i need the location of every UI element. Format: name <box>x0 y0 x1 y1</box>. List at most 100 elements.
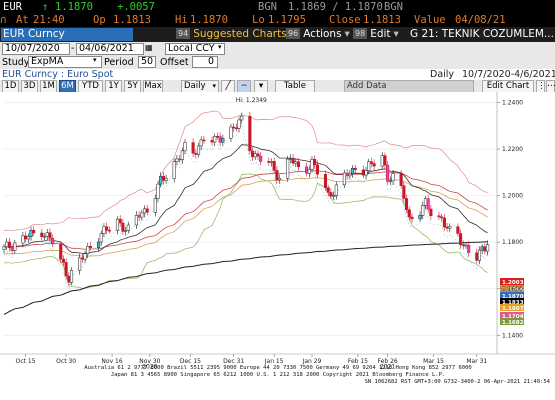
candle-body <box>286 158 290 179</box>
candle-body <box>418 214 422 220</box>
actions-label: Actions <box>303 28 342 40</box>
period-chevron-down-icon: ▾ <box>212 82 216 90</box>
chart-date-range: 10/7/2020-4/6/2021 <box>462 69 555 80</box>
quote-bar: EUR ↑ 1.1870 +.0057 BGN 1.1869 / 1.1870 … <box>0 0 555 27</box>
price-tag-box <box>500 292 524 299</box>
candle-body <box>64 262 68 277</box>
offset-field[interactable]: 0 <box>192 56 218 68</box>
candle-body <box>178 158 182 161</box>
y-tick-label: 1.1800 <box>502 239 523 246</box>
candle-body <box>234 127 238 130</box>
candle-body <box>334 184 338 196</box>
study-select[interactable]: ExpMA <box>28 56 102 68</box>
candle-body <box>180 150 184 160</box>
candle-body <box>326 187 330 193</box>
candle-body <box>142 208 147 214</box>
price-tag-label: 1.1704 <box>502 314 524 320</box>
candle-body <box>440 216 444 219</box>
suggested-charts-label: Suggested Charts <box>193 28 287 40</box>
date-separator: - <box>71 43 75 54</box>
x-tick-label: Jan 15 <box>264 358 284 365</box>
news-headline[interactable]: G 21: TEKNIK COZUMLEM... <box>410 28 554 40</box>
candle-body <box>32 229 36 234</box>
suggested-charts-button[interactable]: 94 Suggested Charts <box>176 28 287 41</box>
currency-chevron-down-icon[interactable]: ▾ <box>218 43 222 51</box>
candle-body <box>240 115 244 121</box>
candle-body <box>323 173 328 188</box>
candle-body <box>348 173 352 177</box>
x-tick-label: Oct 30 <box>56 358 76 365</box>
candle-body <box>350 167 355 175</box>
footer-line-3: SN 1062682 RST GMT+3:00 G732-3400-2 06-A… <box>365 379 551 385</box>
quote-time: 21:40 <box>33 14 65 26</box>
candle-body <box>159 175 163 185</box>
candle-body <box>196 145 201 155</box>
candle-body <box>202 139 206 142</box>
candle-body <box>83 253 87 260</box>
last-price: 1.1870 <box>55 1 93 13</box>
candle-body <box>426 198 430 210</box>
candle-body <box>88 246 93 248</box>
x-tick-label: Dec 15 <box>180 358 201 365</box>
x-tick-label: Mar 15 <box>423 358 444 365</box>
range-button-1y[interactable]: 1Y <box>105 80 122 93</box>
x-tick-label: Mar 31 <box>466 358 487 365</box>
range-button-6m[interactable]: 6M <box>59 80 76 93</box>
candle-body <box>121 222 125 232</box>
candle-body <box>461 244 465 246</box>
time-label: At <box>16 14 29 26</box>
suggested-charts-number: 94 <box>176 28 191 39</box>
candle-body <box>7 241 11 248</box>
candle-body <box>367 161 371 171</box>
candle-body <box>353 167 357 171</box>
candle-body <box>45 232 49 237</box>
price-tag-label: 1.1870 <box>502 294 524 300</box>
currency-select[interactable]: Local CCY <box>165 43 225 55</box>
offset-label: Offset <box>160 57 189 68</box>
low-label: Lo <box>252 14 265 26</box>
candle-body <box>278 178 282 181</box>
candle-body <box>256 153 260 157</box>
x-tick-label: Nov 16 <box>101 358 122 365</box>
candle-body <box>24 235 28 240</box>
calendar-icon[interactable]: ▦ <box>145 43 153 52</box>
edit-button[interactable]: 98 Edit ▾ <box>353 28 399 41</box>
study-chevron-down-icon[interactable]: ▾ <box>93 56 97 64</box>
study-value: ExpMA <box>31 56 64 67</box>
footer-line-2: Japan 81 3 4565 8900 Singapore 65 6212 1… <box>111 372 445 378</box>
candle-body <box>332 195 336 197</box>
y-tick-label: 1.2200 <box>502 146 523 153</box>
chart-axes: 1.2400 1.2200 1.2000 1.1800 1.1600 1.1400 Oct … <box>16 97 524 371</box>
end-date-field[interactable]: 04/06/2021 <box>76 43 144 55</box>
candle-body <box>183 142 187 152</box>
price-tag-label: 1.1807 <box>502 306 524 312</box>
candle-body <box>5 241 9 248</box>
candle-body <box>199 139 203 147</box>
actions-button[interactable]: 96 Actions ▾ <box>286 28 350 41</box>
candle-body <box>467 244 471 253</box>
ask-source: BGN <box>384 1 403 13</box>
start-date-field[interactable]: 10/07/2020 <box>2 43 70 55</box>
candle-body <box>80 257 84 260</box>
candle-body <box>78 257 82 271</box>
candle-body <box>153 198 157 213</box>
high-marker-label: Hi: 1.2349 <box>236 97 267 104</box>
candle-body <box>29 229 33 237</box>
high-label: Hi <box>175 14 188 26</box>
candle-body <box>172 161 176 179</box>
x-tick-label: Jan 29 <box>302 358 322 365</box>
candle-body <box>294 161 298 164</box>
y-tick-label: 1.2400 <box>502 99 523 106</box>
edit-number: 98 <box>353 28 368 39</box>
candle-body <box>213 136 217 143</box>
price-chart[interactable]: 1.20031.19441.18701.18331.18071.17041.16… <box>0 92 555 400</box>
security-ticker-box[interactable]: EUR Curncy <box>1 28 133 41</box>
candle-body <box>313 158 317 166</box>
price-tag-box <box>500 298 524 305</box>
candle-body <box>386 164 390 182</box>
candle-body <box>483 246 487 252</box>
period-field[interactable]: 50 <box>138 56 156 68</box>
x-tick-label: Nov 30 <box>139 358 160 365</box>
x-tick-label: Feb 26 <box>378 358 398 365</box>
candle-body <box>194 152 198 155</box>
